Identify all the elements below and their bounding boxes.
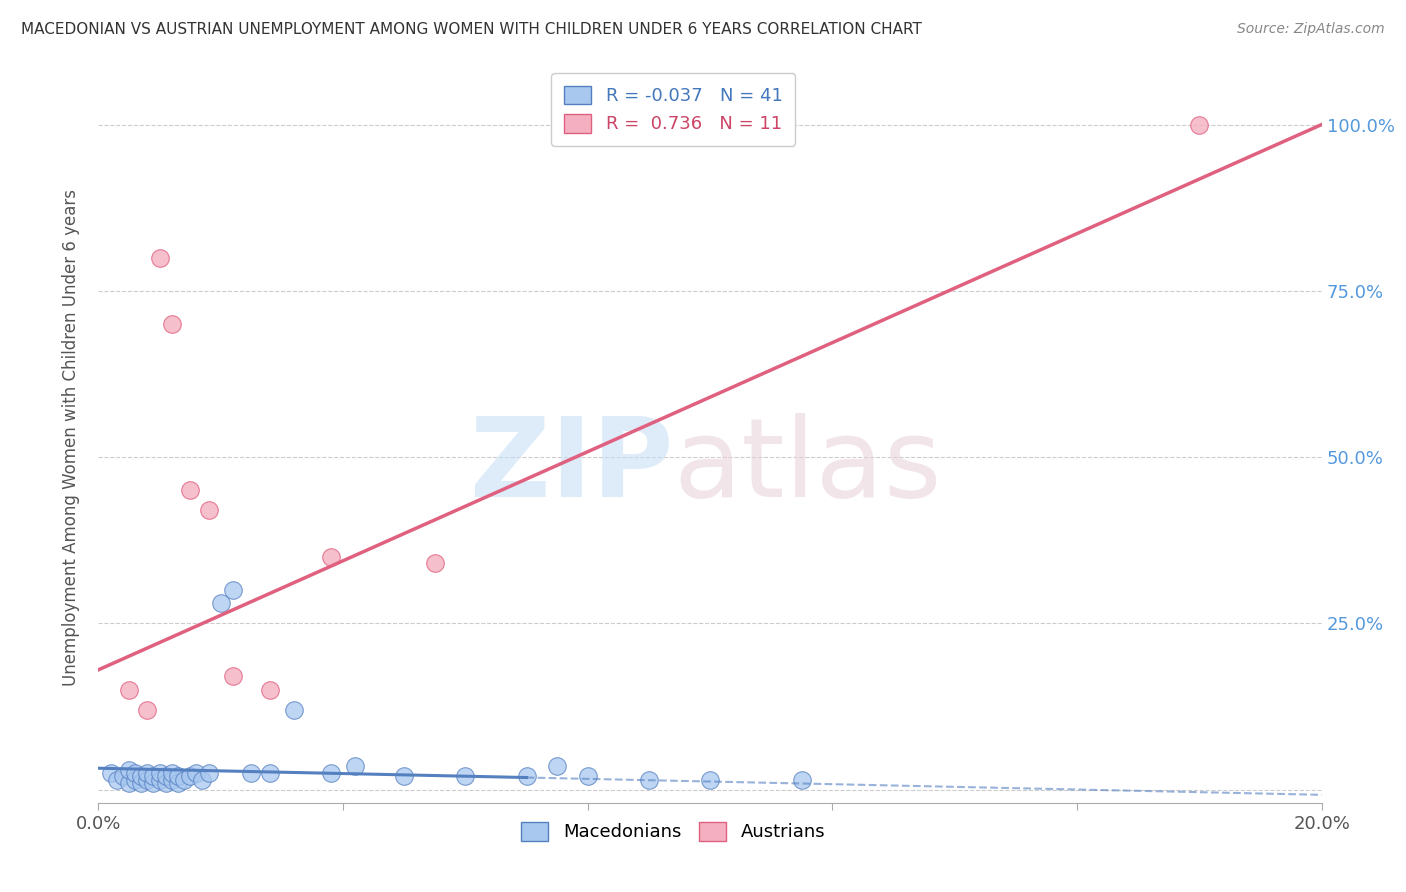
Point [149, 772, 172, 787]
Point [124, 772, 146, 787]
Point [191, 772, 214, 787]
Text: atlas: atlas [673, 413, 942, 520]
Point [637, 772, 661, 787]
Point [160, 772, 183, 787]
Point [167, 776, 190, 790]
Point [100, 765, 122, 780]
Point [790, 772, 813, 787]
Point [222, 669, 245, 683]
Point [118, 763, 141, 777]
Point [105, 772, 128, 787]
Point [209, 596, 232, 610]
Point [197, 765, 219, 780]
Point [179, 483, 201, 498]
Point [136, 772, 159, 787]
Text: MACEDONIAN VS AUSTRIAN UNEMPLOYMENT AMONG WOMEN WITH CHILDREN UNDER 6 YEARS CORR: MACEDONIAN VS AUSTRIAN UNEMPLOYMENT AMON… [21, 22, 922, 37]
Point [516, 769, 538, 783]
Point [142, 769, 165, 783]
Point [392, 769, 416, 783]
Point [155, 776, 177, 790]
Point [186, 765, 208, 780]
Point [344, 759, 367, 773]
Point [160, 765, 183, 780]
Point [259, 682, 281, 697]
Point [699, 772, 721, 787]
Point [136, 703, 159, 717]
Point [259, 765, 281, 780]
Point [118, 776, 141, 790]
Text: ZIP: ZIP [470, 413, 673, 520]
Point [576, 769, 599, 783]
Point [149, 765, 172, 780]
Point [118, 682, 141, 697]
Point [319, 765, 342, 780]
Point [167, 769, 190, 783]
Point [142, 776, 165, 790]
Point [160, 317, 183, 331]
Point [136, 765, 159, 780]
Point [155, 769, 177, 783]
Point [173, 772, 195, 787]
Point [546, 759, 568, 773]
Point [179, 769, 201, 783]
Point [197, 503, 219, 517]
Point [149, 251, 172, 265]
Text: Source: ZipAtlas.com: Source: ZipAtlas.com [1237, 22, 1385, 37]
Point [129, 769, 152, 783]
Point [319, 549, 342, 564]
Point [129, 776, 152, 790]
Point [1188, 118, 1211, 132]
Point [454, 769, 477, 783]
Point [423, 557, 446, 571]
Point [222, 582, 245, 597]
Point [111, 769, 134, 783]
Point [283, 703, 305, 717]
Point [240, 765, 263, 780]
Legend: Macedonians, Austrians: Macedonians, Austrians [515, 814, 832, 848]
Point [124, 765, 146, 780]
Y-axis label: Unemployment Among Women with Children Under 6 years: Unemployment Among Women with Children U… [62, 188, 80, 686]
